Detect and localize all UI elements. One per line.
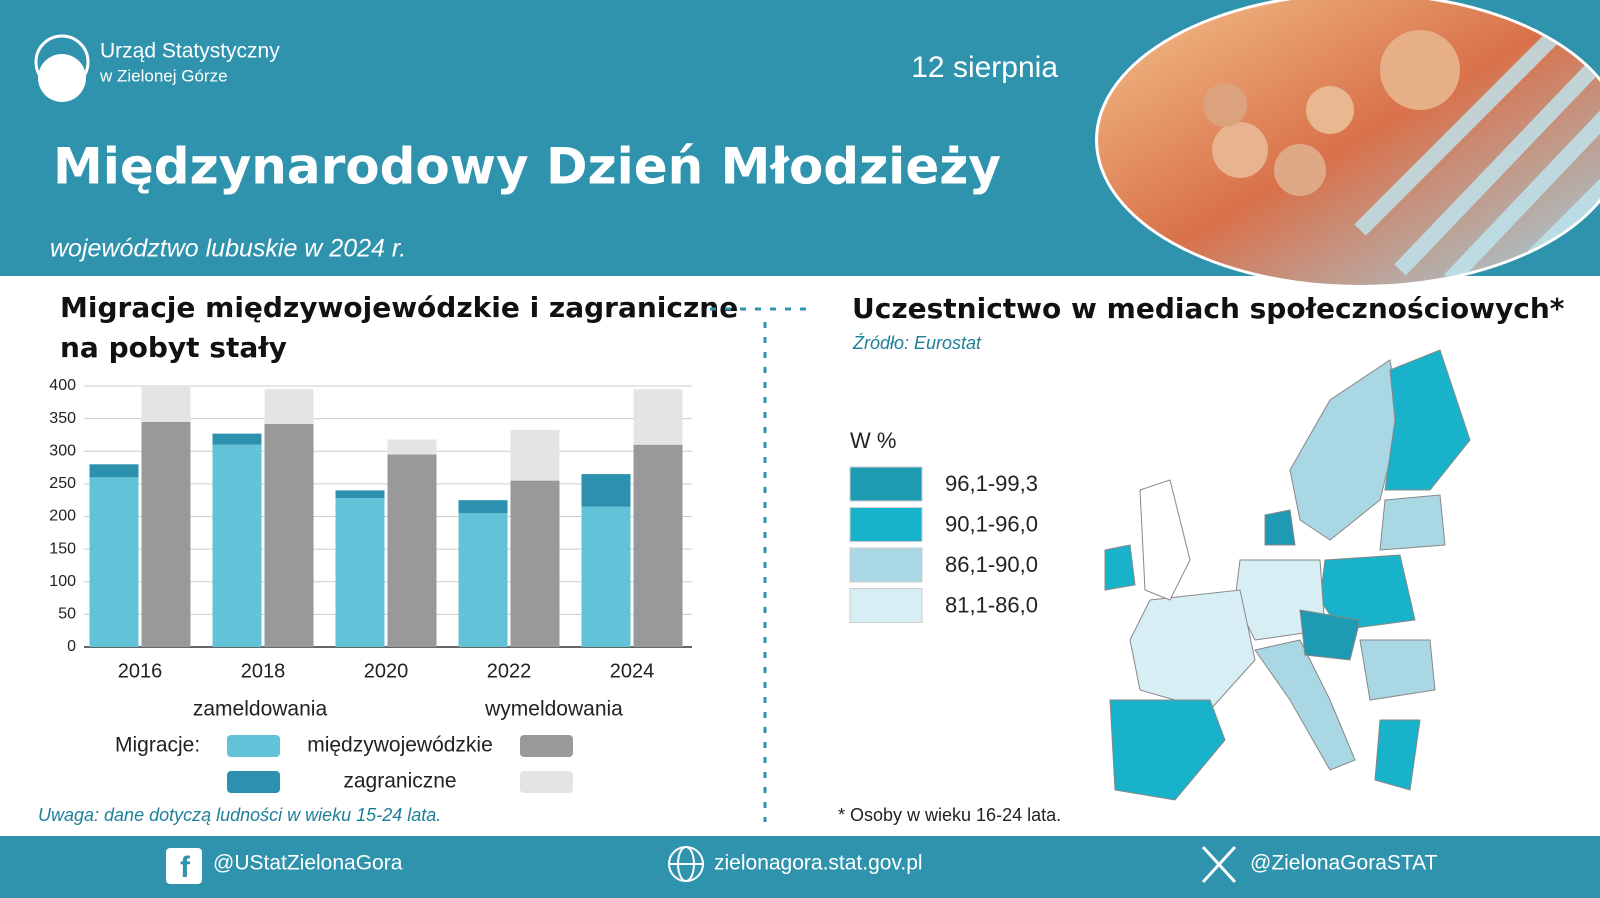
facebook-icon: f	[180, 851, 191, 884]
org-name: Urząd Statystyczny	[100, 40, 280, 63]
map-region	[1254, 639, 1356, 771]
legend-swatch	[520, 771, 573, 793]
group-label: zameldowania	[193, 698, 328, 721]
x-tick-label: 2018	[241, 660, 286, 682]
x-tick-label: 2020	[364, 660, 409, 682]
y-tick-label: 250	[49, 475, 76, 492]
y-tick-label: 50	[58, 606, 76, 623]
legend-swatch	[227, 735, 280, 757]
globe-icon	[668, 846, 704, 882]
legend-swatch	[227, 771, 280, 793]
map-source: Źródło: Eurostat	[852, 333, 982, 353]
org-name: w Zielonej Górze	[99, 66, 228, 85]
map-legend-label: 86,1-90,0	[945, 552, 1038, 577]
map-region	[1299, 609, 1361, 661]
x-handle[interactable]: @ZielonaGoraSTAT	[1250, 852, 1438, 875]
map-legend-title: W %	[850, 428, 896, 453]
x-tick-label: 2024	[610, 660, 655, 682]
map-legend-label: 96,1-99,3	[945, 471, 1038, 496]
chart-title: Migracje międzywojewódzkie i zagraniczne	[60, 291, 738, 324]
legend-label: międzywojewódzkie	[307, 734, 493, 757]
bar-segment	[264, 389, 314, 424]
map-region	[1379, 494, 1446, 551]
map-region	[1384, 349, 1471, 491]
x-icon	[1201, 845, 1237, 884]
bar-segment	[89, 464, 139, 478]
legend-swatch	[520, 735, 573, 757]
y-tick-label: 400	[49, 377, 76, 394]
bar-segment	[89, 477, 139, 647]
bar-segment	[510, 480, 560, 647]
facebook-icon	[166, 848, 202, 884]
footer-band	[0, 836, 1600, 898]
map-region	[1359, 639, 1436, 701]
map-legend-swatch	[849, 547, 923, 583]
x-tick-label: 2016	[118, 660, 163, 682]
website[interactable]: zielonagora.stat.gov.pl	[714, 852, 923, 875]
title: Międzynarodowy Dzień Młodzieży	[53, 138, 1001, 196]
map-title: Uczestnictwo w mediach społecznościowych…	[852, 292, 1565, 325]
bar-segment	[212, 433, 262, 445]
x-tick-label: 2022	[487, 660, 532, 682]
bar-segment	[387, 439, 437, 455]
legend-label: zagraniczne	[343, 770, 456, 793]
map	[1104, 349, 1471, 801]
bar-segment	[335, 490, 385, 499]
bar-segment	[633, 389, 683, 445]
bar-segment	[212, 444, 262, 647]
bar-segment	[458, 513, 508, 647]
map-legend-swatch	[849, 507, 923, 542]
map-legend-label: 90,1-96,0	[945, 511, 1038, 536]
y-tick-label: 100	[49, 573, 76, 590]
chart-title: na pobyt stały	[60, 331, 287, 364]
bar-segment	[335, 498, 385, 647]
map-region	[1264, 509, 1296, 546]
y-tick-label: 300	[49, 442, 76, 459]
bar-segment	[458, 500, 508, 514]
bar-segment	[581, 506, 631, 647]
y-tick-label: 150	[49, 540, 76, 557]
bar-segment	[581, 474, 631, 507]
y-tick-label: 350	[49, 410, 76, 427]
facebook-handle[interactable]: @UStatZielonaGora	[213, 852, 403, 875]
y-tick-label: 0	[67, 638, 76, 655]
logo	[38, 54, 86, 102]
bar-segment	[141, 421, 191, 647]
note: Uwaga: dane dotyczą ludności w wieku 15-…	[38, 805, 441, 825]
map-region	[1104, 544, 1136, 591]
map-footnote: * Osoby w wieku 16-24 lata.	[838, 805, 1061, 825]
date: 12 sierpnia	[911, 51, 1058, 84]
bar-segment	[141, 386, 191, 422]
bar-segment	[387, 454, 437, 647]
map-legend-label: 81,1-86,0	[945, 592, 1038, 617]
y-tick-label: 200	[49, 508, 76, 525]
map-region	[1139, 479, 1191, 601]
legend-title: Migracje:	[115, 734, 200, 757]
map-region	[1374, 719, 1421, 791]
group-label: wymeldowania	[484, 698, 623, 721]
subtitle: województwo lubuskie w 2024 r.	[50, 235, 406, 263]
map-legend-swatch	[849, 588, 923, 623]
bar-segment	[510, 429, 560, 481]
map-legend-swatch	[849, 466, 923, 502]
bar-segment	[633, 444, 683, 647]
bar-segment	[264, 423, 314, 647]
map-region	[1109, 699, 1226, 801]
